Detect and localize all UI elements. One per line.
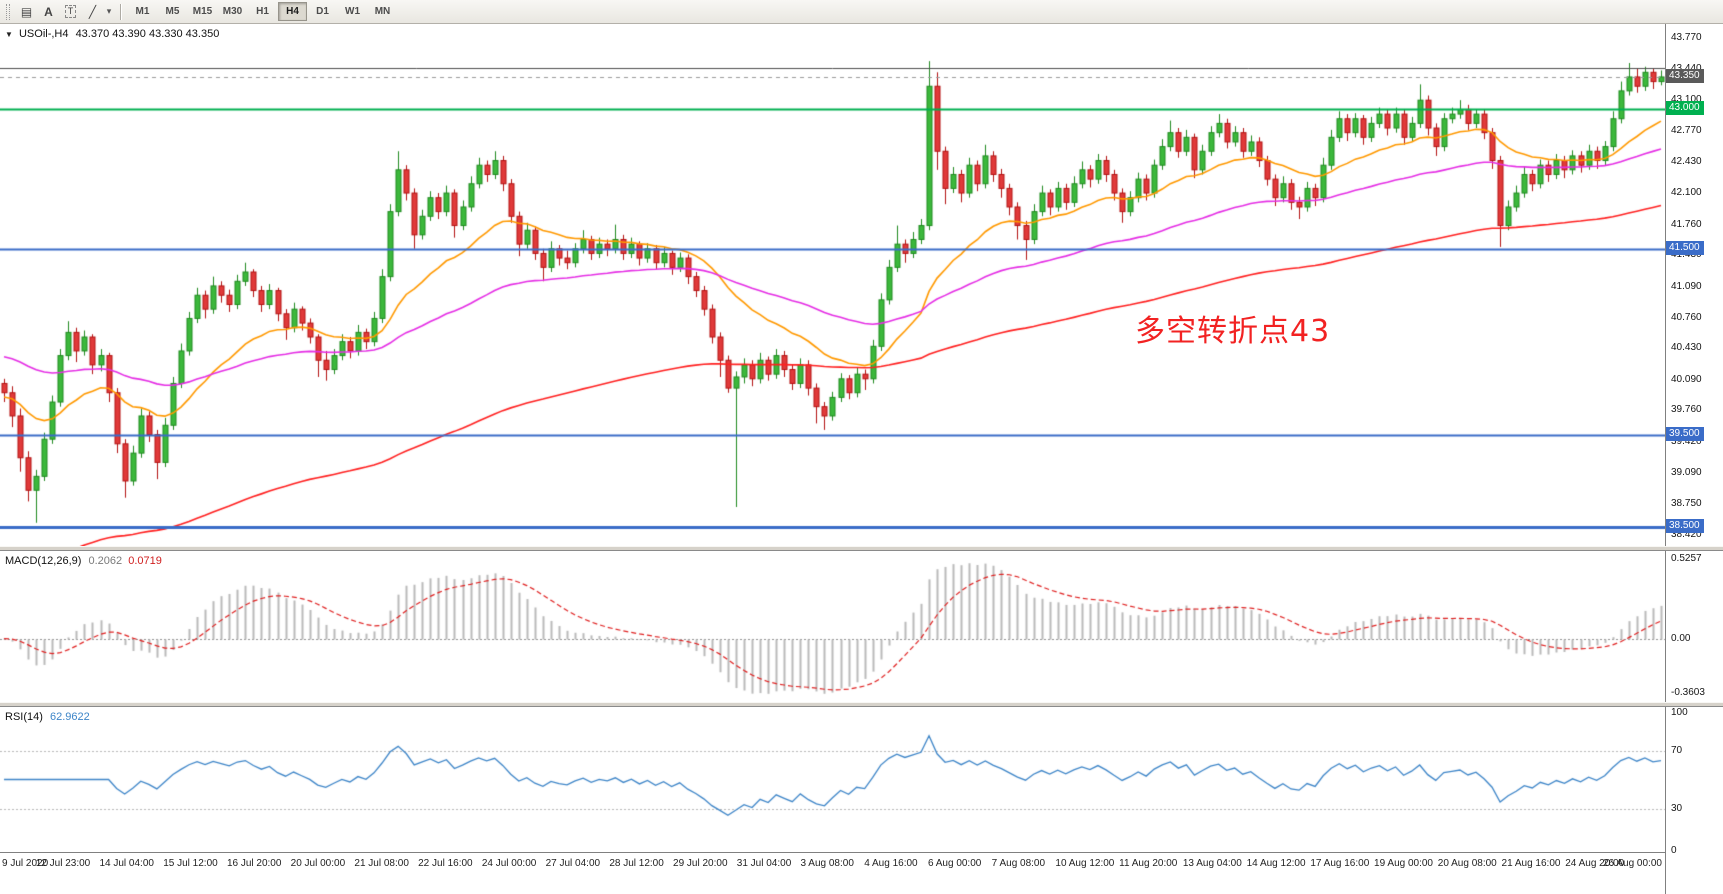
time-label: 19 Aug 00:00 (1374, 858, 1433, 869)
price-tick: 43.770 (1671, 31, 1702, 43)
timeframe-button-h4[interactable]: H4 (278, 2, 307, 21)
line-tool-icon[interactable]: ╱ (88, 4, 97, 19)
price-tick: 39.090 (1671, 466, 1702, 478)
toolbar: ▤ A T ╱ ▾ M1 M5 M15 M30 H1 H4 D1 W1 MN (0, 0, 1723, 24)
price-axis[interactable]: 43.770 43.440 43.100 42.770 42.430 42.100 41.7… (1665, 24, 1723, 894)
time-label: 9 Jul 2020 (2, 858, 49, 869)
time-label: 13 Aug 04:00 (1182, 858, 1242, 869)
time-label: 27 Jul 04:00 (545, 858, 601, 869)
timeframe-button-m1[interactable]: M1 (135, 6, 150, 17)
time-label: 14 Aug 12:00 (1246, 858, 1306, 869)
panel-splitter-macd[interactable] (0, 546, 1723, 551)
time-label: 20 Jul 00:00 (290, 858, 346, 869)
time-label: 26 Aug 00:00 (1603, 858, 1662, 869)
price-tick: 39.760 (1671, 404, 1702, 416)
time-label: 28 Jul 12:00 (609, 858, 664, 869)
time-label: 16 Jul 20:00 (226, 858, 282, 869)
price-badge-39.500: 39.500 (1666, 426, 1704, 441)
time-label: 21 Jul 08:00 (354, 858, 409, 869)
time-label: 15 Jul 12:00 (163, 858, 218, 869)
text-tool-icon[interactable]: A (44, 4, 53, 19)
rsi-axis-label: 0 (1671, 845, 1677, 856)
price-tick: 39.420 (1671, 435, 1702, 447)
price-tick: 40.430 (1671, 342, 1702, 354)
timeframe-button-m15[interactable]: M15 (192, 6, 213, 17)
time-label: 3 Aug 08:00 (800, 858, 854, 869)
macd-axis-label: 0.5257 (1671, 553, 1702, 565)
timeframe-button-h1[interactable]: H1 (256, 6, 269, 17)
price-tick: 43.440 (1671, 63, 1702, 74)
price-tick: 41.760 (1671, 218, 1702, 230)
symbol-label: USOil-,H4 (18, 28, 69, 40)
rsi-axis-label: 70 (1671, 744, 1683, 756)
price-tick: 42.430 (1671, 156, 1702, 168)
macd-axis-label: 0.00 (1671, 632, 1691, 644)
timeframe-button-mn[interactable]: MN (374, 6, 391, 17)
main-chart-label: ▼ USOil-,H4 43.370 43.390 43.330 43.350 (5, 28, 219, 40)
price-tick: 42.100 (1671, 187, 1702, 199)
price-tick: 41.090 (1671, 280, 1702, 292)
price-tick: 41.430 (1671, 249, 1702, 261)
dropdown-caret-icon[interactable]: ▾ (106, 6, 112, 16)
timeframe-group: M1 M5 M15 M30 H1 H4 D1 W1 MN (128, 2, 397, 21)
time-label: 14 Jul 04:00 (99, 858, 154, 869)
time-label: 4 Aug 16:00 (864, 858, 918, 869)
textbox-tool-icon[interactable]: T (60, 2, 81, 22)
macd-axis-label: -0.3603 (1671, 686, 1705, 698)
price-badge-38.500: 38.500 (1666, 519, 1704, 534)
price-badge-43.350: 43.350 (1666, 68, 1704, 83)
time-label: 31 Jul 04:00 (736, 858, 792, 869)
time-label: 22 Jul 16:00 (418, 858, 473, 869)
time-label: 11 Aug 20:00 (1119, 858, 1178, 869)
collapse-icon[interactable]: ▼ (5, 30, 13, 39)
price-tick: 40.760 (1671, 311, 1702, 323)
rsi-label: RSI(14) 62.9622 (5, 711, 90, 723)
time-axis[interactable]: 9 Jul 2020 12 Jul 23:00 14 Jul 04:00 15 Jul… (0, 852, 1723, 894)
charts-grid-icon[interactable]: ▤ (20, 4, 33, 19)
price-badge-41.500: 41.500 (1666, 240, 1704, 255)
rsi-value: 62.9622 (49, 711, 90, 723)
panel-splitter-rsi[interactable] (0, 702, 1723, 707)
rsi-canvas[interactable] (0, 707, 1665, 852)
price-tick: 38.420 (1671, 528, 1702, 540)
timeframe-button-d1[interactable]: D1 (316, 6, 329, 17)
toolbar-grip[interactable] (6, 3, 10, 20)
price-tick: 43.100 (1671, 94, 1702, 106)
ohlc-values: 43.370 43.390 43.330 43.350 (75, 28, 220, 40)
macd-label: MACD(12,26,9) 0.2062 0.0719 (5, 555, 162, 567)
time-label: 10 Aug 12:00 (1055, 858, 1115, 869)
time-label: 7 Aug 08:00 (991, 858, 1046, 869)
toolbar-separator (120, 3, 122, 20)
time-label: 6 Aug 00:00 (927, 858, 982, 869)
timeframe-button-m30[interactable]: M30 (222, 6, 243, 17)
macd-name: MACD(12,26,9) (5, 555, 82, 567)
time-label: 29 Jul 20:00 (673, 858, 728, 869)
rsi-axis-label: 30 (1671, 802, 1683, 814)
time-label: 12 Jul 23:00 (35, 858, 91, 869)
timeframe-button-m5[interactable]: M5 (165, 6, 180, 17)
time-label: 21 Aug 16:00 (1501, 858, 1561, 869)
time-label: 20 Aug 08:00 (1437, 858, 1497, 869)
rsi-name: RSI(14) (5, 711, 43, 723)
macd-signal-value: 0.0719 (128, 555, 162, 567)
price-tick: 40.090 (1671, 373, 1702, 385)
time-label: 24 Jul 00:00 (481, 858, 537, 869)
tool-group: ▤ A T ╱ ▾ (16, 2, 114, 22)
timeframe-button-w1[interactable]: W1 (345, 6, 360, 17)
rsi-axis-label: 100 (1671, 707, 1688, 718)
price-badge-43.000: 43.000 (1666, 101, 1704, 116)
macd-main-value: 0.2062 (88, 555, 123, 567)
time-label: 17 Aug 16:00 (1310, 858, 1370, 869)
time-label: 24 Aug 20:00 (1565, 858, 1625, 869)
main-chart-canvas[interactable] (0, 24, 1665, 546)
chart-annotation: 多空转折点43 (1135, 314, 1331, 349)
price-tick: 38.750 (1671, 498, 1702, 510)
macd-canvas[interactable] (0, 551, 1665, 702)
price-tick: 42.770 (1671, 124, 1702, 136)
